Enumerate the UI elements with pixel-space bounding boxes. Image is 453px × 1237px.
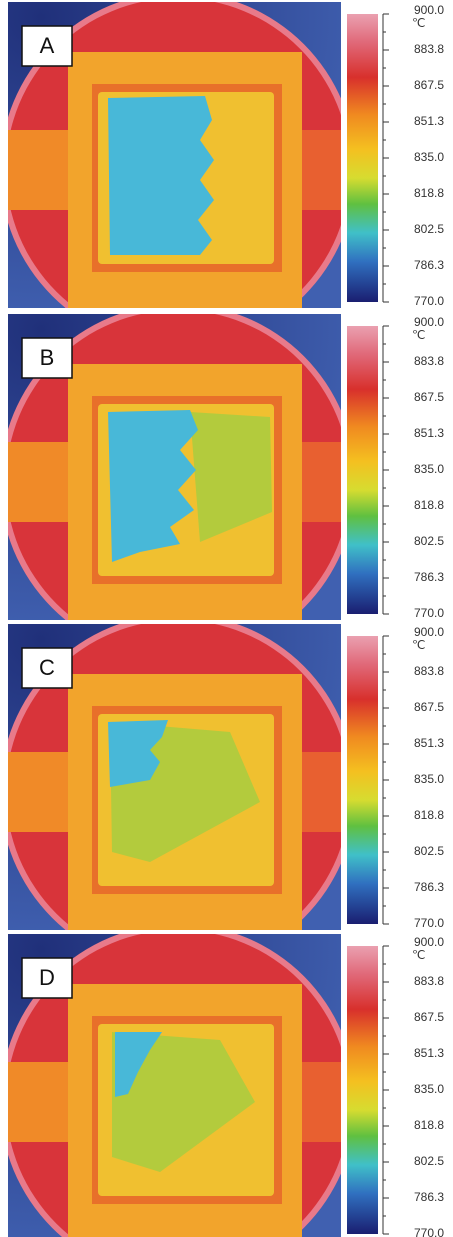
colorbar-tick-label: 835.0 xyxy=(414,462,444,476)
colorbar-tick-label: 867.5 xyxy=(414,390,444,404)
colorbar-tick-label: 786.3 xyxy=(414,570,444,584)
colorbar-tick-label: 835.0 xyxy=(414,1082,444,1096)
colorbar-unit: ℃ xyxy=(412,328,425,342)
colorbar-tick-label: 770.0 xyxy=(414,916,444,930)
colorbar-tick-label: 770.0 xyxy=(414,606,444,620)
colorbar-tick-label: 818.8 xyxy=(414,808,444,822)
colorbar xyxy=(347,14,378,302)
left-tab xyxy=(8,1062,78,1142)
colorbar-tick-label: 851.3 xyxy=(414,426,444,440)
left-tab xyxy=(8,130,78,210)
colorbar-tick-label: 835.0 xyxy=(414,150,444,164)
colorbar-tick-label: 883.8 xyxy=(414,974,444,988)
colorbar-top-label: 900.0 xyxy=(414,315,444,329)
panel-label: A xyxy=(40,33,55,58)
panel: C900.0℃883.8867.5851.3835.0818.8802.5786… xyxy=(0,614,444,970)
colorbar-tick-label: 802.5 xyxy=(414,844,444,858)
colorbar xyxy=(347,946,378,1234)
cool-region xyxy=(108,96,214,255)
colorbar-tick-label: 851.3 xyxy=(414,114,444,128)
figure: A900.0℃883.8867.5851.3835.0818.8802.5786… xyxy=(0,0,453,1237)
colorbar-tick-label: 867.5 xyxy=(414,700,444,714)
panel: A900.0℃883.8867.5851.3835.0818.8802.5786… xyxy=(0,0,444,348)
panel-label: C xyxy=(39,655,55,680)
colorbar-tick-label: 786.3 xyxy=(414,258,444,272)
colorbar-tick-label: 770.0 xyxy=(414,294,444,308)
colorbar-unit: ℃ xyxy=(412,638,425,652)
colorbar-unit: ℃ xyxy=(412,16,425,30)
colorbar-top-label: 900.0 xyxy=(414,625,444,639)
colorbar-tick-label: 883.8 xyxy=(414,664,444,678)
colorbar-tick-label: 835.0 xyxy=(414,772,444,786)
colorbar-tick-label: 818.8 xyxy=(414,1118,444,1132)
colorbar-tick-label: 802.5 xyxy=(414,534,444,548)
colorbar-unit: ℃ xyxy=(412,948,425,962)
panel: B900.0℃883.8867.5851.3835.0818.8802.5786… xyxy=(0,304,444,660)
colorbar-tick-label: 818.8 xyxy=(414,498,444,512)
colorbar-tick-label: 802.5 xyxy=(414,1154,444,1168)
colorbar xyxy=(347,326,378,614)
colorbar-tick-label: 770.0 xyxy=(414,1226,444,1237)
colorbar-tick-label: 883.8 xyxy=(414,42,444,56)
left-tab xyxy=(8,442,78,522)
left-tab xyxy=(8,752,78,832)
colorbar-tick-label: 867.5 xyxy=(414,1010,444,1024)
colorbar-top-label: 900.0 xyxy=(414,935,444,949)
colorbar-tick-label: 851.3 xyxy=(414,1046,444,1060)
colorbar-tick-label: 818.8 xyxy=(414,186,444,200)
colorbar-tick-label: 851.3 xyxy=(414,736,444,750)
colorbar-tick-label: 786.3 xyxy=(414,880,444,894)
colorbar xyxy=(347,636,378,924)
colorbar-tick-label: 867.5 xyxy=(414,78,444,92)
panel: D 900.0℃ 883.8 867.5 851.3 835.0 818.8 802.5 786… xyxy=(0,924,444,1237)
colorbar-tick-label: 883.8 xyxy=(414,354,444,368)
panel-label: D xyxy=(39,965,55,990)
panel-label: B xyxy=(40,345,55,370)
colorbar-tick-label: 786.3 xyxy=(414,1190,444,1204)
colorbar-tick-label: 802.5 xyxy=(414,222,444,236)
colorbar-top-label: 900.0 xyxy=(414,3,444,17)
